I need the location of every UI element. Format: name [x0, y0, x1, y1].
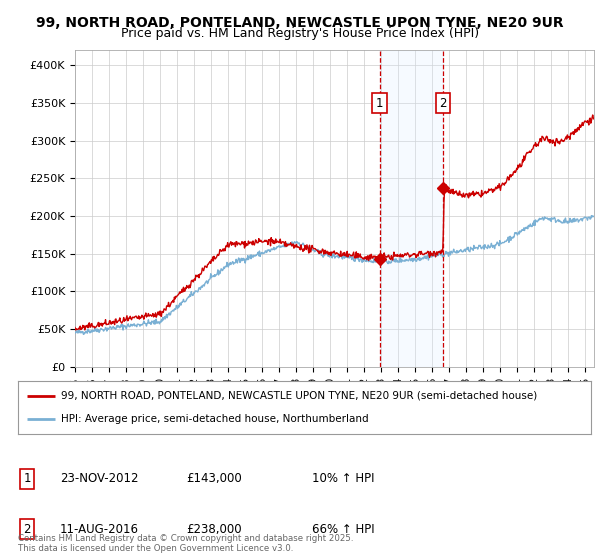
Text: Price paid vs. HM Land Registry's House Price Index (HPI): Price paid vs. HM Land Registry's House … [121, 27, 479, 40]
Text: 99, NORTH ROAD, PONTELAND, NEWCASTLE UPON TYNE, NE20 9UR: 99, NORTH ROAD, PONTELAND, NEWCASTLE UPO… [36, 16, 564, 30]
Text: 23-NOV-2012: 23-NOV-2012 [60, 472, 139, 486]
Text: 2: 2 [439, 97, 446, 110]
Bar [380, 50, 443, 367]
Text: HPI: Average price, semi-detached house, Northumberland: HPI: Average price, semi-detached house,… [61, 414, 368, 424]
Text: Contains HM Land Registry data © Crown copyright and database right 2025.
This d: Contains HM Land Registry data © Crown c… [18, 534, 353, 553]
Text: £238,000: £238,000 [186, 522, 242, 536]
Text: 1: 1 [376, 97, 383, 110]
Text: 1: 1 [23, 472, 31, 486]
Text: 10% ↑ HPI: 10% ↑ HPI [312, 472, 374, 486]
Text: £143,000: £143,000 [186, 472, 242, 486]
Text: 2: 2 [23, 522, 31, 536]
Text: 66% ↑ HPI: 66% ↑ HPI [312, 522, 374, 536]
Text: 99, NORTH ROAD, PONTELAND, NEWCASTLE UPON TYNE, NE20 9UR (semi-detached house): 99, NORTH ROAD, PONTELAND, NEWCASTLE UPO… [61, 391, 537, 401]
Text: 11-AUG-2016: 11-AUG-2016 [60, 522, 139, 536]
